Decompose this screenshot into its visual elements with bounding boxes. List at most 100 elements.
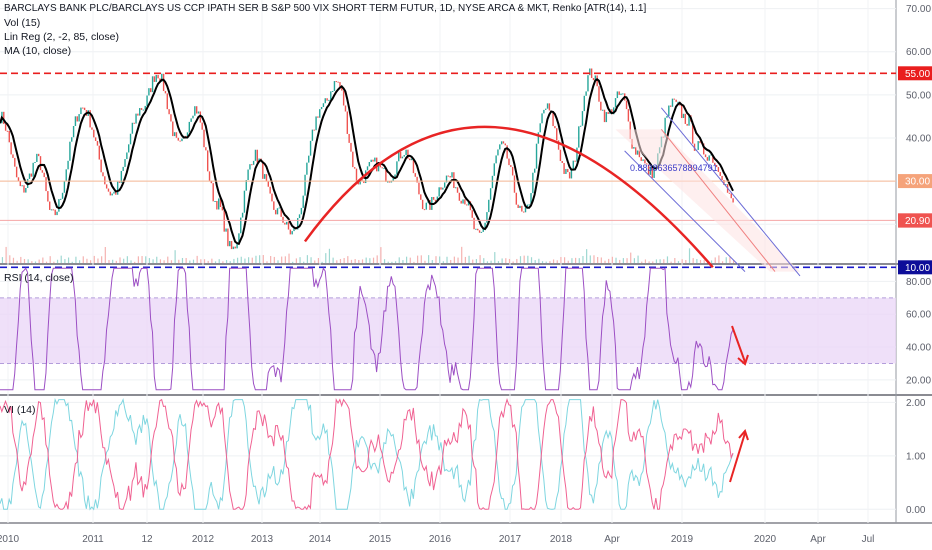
volume-bar: [167, 256, 169, 263]
renko-brick: [429, 199, 431, 210]
volume-bar: [56, 259, 59, 263]
renko-brick: [363, 180, 365, 184]
renko-brick: [421, 199, 424, 210]
renko-brick: [150, 88, 152, 93]
renko-brick: [486, 212, 488, 223]
renko-brick: [89, 110, 91, 128]
renko-brick: [607, 112, 609, 114]
volume-bar: [317, 258, 320, 263]
renko-brick: [576, 147, 578, 162]
volume-bar: [207, 260, 209, 263]
volume-bar: [560, 256, 562, 263]
renko-brick: [552, 111, 554, 127]
volume-bar: [483, 258, 485, 263]
volume-bar: [604, 260, 606, 263]
volume-bar: [5, 246, 7, 263]
renko-brick: [708, 155, 710, 161]
volume-bar: [597, 257, 599, 263]
volume-bar: [516, 258, 518, 263]
renko-brick: [515, 192, 518, 205]
renko-brick: [355, 168, 358, 181]
volume-bar: [703, 259, 705, 263]
renko-brick: [374, 157, 376, 162]
renko-brick: [462, 199, 464, 204]
renko-brick: [535, 143, 538, 169]
renko-brick: [168, 109, 170, 115]
renko-brick: [3, 111, 5, 125]
volume-bar: [479, 255, 481, 263]
renko-brick: [78, 114, 80, 122]
renko-brick: [511, 166, 514, 176]
price-tag-box: [898, 260, 932, 275]
renko-brick: [36, 153, 38, 162]
volume-bar: [115, 260, 117, 263]
renko-brick: [532, 172, 534, 194]
renko-brick: [308, 155, 310, 163]
renko-brick: [625, 100, 628, 110]
volume-bar: [582, 256, 584, 263]
renko-brick: [581, 111, 584, 126]
renko-brick: [232, 246, 235, 250]
renko-brick: [306, 162, 308, 175]
volume-bar: [552, 259, 555, 263]
renko-brick: [339, 82, 341, 87]
time-axis-tick: 2018: [550, 534, 573, 545]
vi-legend-text: VI (14): [4, 404, 36, 416]
volume-bar: [288, 253, 290, 263]
renko-brick: [214, 200, 216, 202]
volume-bar: [644, 259, 647, 263]
volume-bar: [398, 257, 400, 263]
renko-brick: [25, 187, 27, 193]
renko-brick: [326, 98, 328, 101]
volume-bar: [45, 261, 48, 263]
volume-bar: [652, 261, 654, 263]
volume-bar: [721, 261, 724, 263]
renko-brick: [686, 123, 688, 126]
renko-brick: [557, 140, 560, 150]
renko-brick: [432, 196, 435, 200]
linreg-legend: Lin Reg (2, -2, 85, close): [4, 31, 119, 43]
volume-legend: Vol (15): [4, 17, 41, 29]
renko-brick: [589, 68, 591, 76]
renko-brick: [622, 93, 624, 95]
volume-bar: [233, 258, 235, 263]
renko-brick: [590, 68, 593, 79]
renko-brick: [594, 75, 597, 81]
volume-bar: [104, 246, 106, 263]
renko-brick: [394, 174, 396, 178]
renko-brick: [627, 109, 630, 122]
renko-brick: [23, 185, 25, 193]
renko-brick: [4, 124, 7, 131]
volume-bar: [53, 261, 55, 263]
renko-brick: [291, 231, 293, 235]
renko-brick: [616, 91, 619, 99]
volume-bar: [9, 255, 11, 263]
volume-bar: [203, 259, 206, 263]
renko-brick: [460, 200, 462, 204]
volume-bar: [534, 260, 536, 263]
renko-brick: [309, 140, 312, 156]
renko-brick: [407, 149, 409, 159]
renko-brick: [721, 175, 723, 180]
renko-brick: [298, 214, 301, 219]
volume-bar: [189, 260, 191, 263]
renko-brick: [284, 222, 286, 225]
renko-brick: [58, 199, 60, 212]
volume-bar: [369, 258, 371, 263]
renko-brick: [201, 122, 203, 130]
volume-bar: [586, 249, 588, 263]
rsi-axis-tick: 60.00: [906, 310, 931, 321]
renko-brick: [561, 161, 563, 163]
renko-brick: [464, 199, 466, 205]
volume-bar: [314, 260, 316, 263]
renko-brick: [680, 105, 683, 119]
renko-brick: [216, 200, 218, 210]
renko-brick: [192, 115, 194, 119]
renko-brick: [521, 205, 523, 212]
price-tag-label: 20.90: [905, 216, 930, 227]
time-axis-tick: 2016: [429, 534, 452, 545]
renko-brick: [135, 113, 137, 124]
volume-bar: [424, 260, 426, 263]
volume-bar: [23, 258, 26, 263]
